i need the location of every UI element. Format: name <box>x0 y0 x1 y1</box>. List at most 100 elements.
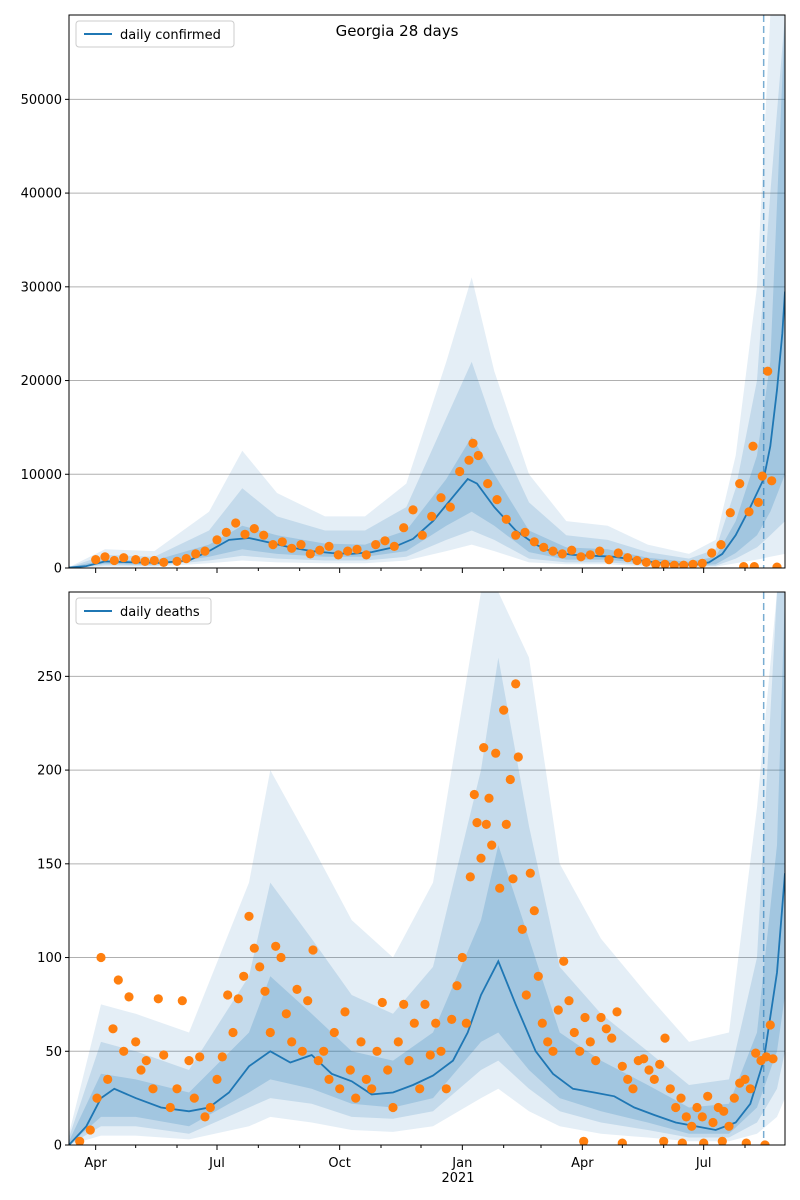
axes-frame <box>68 14 786 569</box>
observed-point <box>687 1121 697 1131</box>
observed-point <box>119 553 129 563</box>
observed-point <box>484 793 494 803</box>
observed-point <box>665 1084 675 1094</box>
observed-point <box>153 994 163 1004</box>
observed-point <box>717 1136 727 1145</box>
observed-point <box>200 1112 210 1122</box>
observed-point <box>277 537 287 547</box>
observed-point <box>159 557 169 568</box>
observed-point <box>409 1018 419 1028</box>
observed-point <box>539 542 549 553</box>
observed-point <box>501 514 511 524</box>
x-tick-label: Jul <box>208 1156 225 1171</box>
observed-point <box>543 1037 553 1047</box>
observed-point <box>492 495 502 505</box>
observed-point <box>473 450 483 461</box>
observed-point <box>415 1084 425 1094</box>
observed-point <box>335 1084 345 1094</box>
observed-point <box>676 1093 686 1103</box>
observed-point <box>735 479 745 489</box>
observed-point <box>760 1140 770 1145</box>
observed-point <box>472 818 482 828</box>
observed-point <box>751 1048 761 1058</box>
observed-point <box>184 1056 194 1066</box>
x-tick-label: Oct <box>328 1156 350 1171</box>
deaths-panel: 0 50 100 150 200 250 Apr Jul Oct Jan Apr Jul daily d… <box>37 591 786 1171</box>
observed-point <box>172 556 182 567</box>
uncertainty-band-95 <box>69 15 785 568</box>
observed-point <box>575 1046 585 1056</box>
observed-point <box>431 1018 441 1028</box>
observed-point <box>109 555 119 566</box>
observed-point <box>260 986 270 996</box>
observed-point <box>495 883 505 893</box>
observed-point <box>753 497 763 507</box>
observed-point <box>268 540 278 550</box>
observed-point <box>249 524 259 534</box>
chart-title: Georgia 28 days <box>336 22 459 40</box>
y-tick-label: 30000 <box>21 280 62 295</box>
observed-point <box>719 1106 729 1116</box>
observed-point <box>356 1037 366 1047</box>
observed-point <box>768 1054 778 1064</box>
observed-point <box>399 999 409 1010</box>
observed-point <box>765 1020 775 1030</box>
observed-point <box>548 546 558 556</box>
observed-point <box>644 1065 654 1075</box>
observed-point <box>377 997 387 1008</box>
observed-point <box>739 562 749 568</box>
observed-point <box>508 874 518 884</box>
observed-point <box>772 562 782 568</box>
observed-point <box>324 1074 334 1084</box>
observed-point <box>425 1050 435 1060</box>
observed-point <box>517 924 527 935</box>
observed-point <box>533 971 543 981</box>
observed-point <box>195 1052 205 1062</box>
y-tick-label: 50000 <box>21 93 62 108</box>
observed-point <box>404 1056 414 1066</box>
axes-frame <box>68 591 786 1146</box>
legend-label: daily deaths <box>120 605 200 620</box>
observed-point <box>505 774 515 785</box>
observed-point <box>559 956 569 966</box>
observed-point <box>697 1112 707 1122</box>
observed-point <box>595 546 605 556</box>
observed-point <box>479 743 489 753</box>
observed-point <box>579 1136 589 1145</box>
observed-point <box>372 1046 382 1056</box>
observed-point <box>604 555 614 565</box>
y-tick-label: 150 <box>37 857 62 872</box>
observed-point <box>476 853 486 863</box>
observed-point <box>469 789 479 800</box>
observed-point <box>567 545 577 555</box>
observed-point <box>233 994 243 1004</box>
observed-point <box>461 1018 471 1028</box>
y-tick-label: 0 <box>54 562 62 577</box>
observed-point <box>420 999 430 1010</box>
observed-point <box>487 840 497 850</box>
observed-point <box>319 1046 329 1056</box>
y-tick-label: 0 <box>54 1139 62 1154</box>
observed-point <box>591 1056 601 1066</box>
observed-point <box>569 1027 579 1038</box>
observed-point <box>483 479 493 489</box>
observed-point <box>315 545 325 555</box>
observed-point <box>389 541 399 552</box>
observed-point <box>745 1084 755 1094</box>
observed-point <box>177 996 187 1006</box>
observed-point <box>529 537 539 547</box>
y-tick-label: 100 <box>37 951 62 966</box>
observed-point <box>457 952 467 963</box>
observed-point <box>679 560 689 568</box>
observed-point <box>520 527 530 538</box>
observed-point <box>140 556 150 567</box>
observed-point <box>91 555 101 565</box>
observed-point <box>557 549 567 559</box>
observed-point <box>767 476 777 486</box>
observed-point <box>124 992 134 1002</box>
observed-point <box>465 872 475 882</box>
observed-point <box>221 527 231 538</box>
observed-point <box>189 1093 199 1103</box>
observed-point <box>100 552 110 562</box>
